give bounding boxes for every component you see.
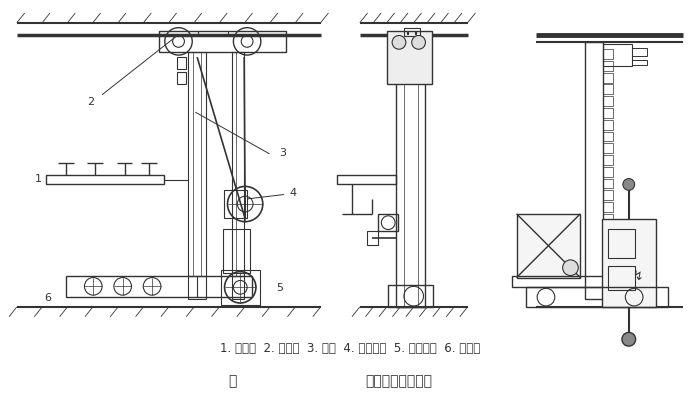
Bar <box>512 276 615 287</box>
Text: 4: 4 <box>289 188 296 198</box>
Bar <box>632 61 647 66</box>
Bar <box>526 287 668 307</box>
Bar <box>387 31 433 85</box>
Bar <box>220 270 260 305</box>
Bar <box>603 85 612 95</box>
Bar <box>517 214 580 278</box>
Bar <box>66 276 252 297</box>
Bar <box>602 219 656 307</box>
Bar <box>389 286 433 307</box>
Bar <box>603 226 612 236</box>
Bar <box>188 276 206 299</box>
Text: 5: 5 <box>276 282 284 293</box>
Bar <box>603 249 612 259</box>
Text: 1: 1 <box>35 173 42 183</box>
Text: 巷道堆垛机的结构: 巷道堆垛机的结构 <box>365 373 433 387</box>
Bar <box>603 214 612 224</box>
Bar <box>608 229 635 258</box>
Bar <box>603 203 612 212</box>
Bar <box>603 50 612 60</box>
Bar <box>176 73 186 84</box>
Bar <box>603 109 612 119</box>
Bar <box>159 31 286 53</box>
Text: 2: 2 <box>87 97 94 107</box>
Bar <box>337 175 396 185</box>
Bar <box>603 285 612 294</box>
Bar <box>603 144 612 154</box>
Bar <box>232 276 244 299</box>
Text: 6: 6 <box>45 292 52 302</box>
Bar <box>46 175 164 185</box>
Circle shape <box>392 36 406 50</box>
Bar <box>632 49 647 57</box>
Bar <box>603 238 612 247</box>
Circle shape <box>563 260 578 276</box>
Bar <box>603 97 612 107</box>
Bar <box>603 191 612 201</box>
Bar <box>603 45 632 67</box>
Text: 图: 图 <box>228 373 237 387</box>
Circle shape <box>622 332 636 346</box>
Bar <box>603 156 612 166</box>
Bar <box>603 261 612 271</box>
Bar <box>603 273 612 283</box>
Text: ↯: ↯ <box>632 269 643 282</box>
Bar <box>396 36 426 307</box>
Bar <box>603 62 612 71</box>
Circle shape <box>623 179 635 191</box>
Circle shape <box>412 36 426 50</box>
Bar <box>223 191 247 218</box>
Bar <box>603 74 612 83</box>
Bar <box>603 179 612 189</box>
Bar <box>603 121 612 130</box>
Bar <box>367 232 379 246</box>
Bar <box>223 229 250 273</box>
Bar <box>585 43 603 299</box>
Bar <box>379 214 398 232</box>
Bar <box>404 28 419 36</box>
Bar <box>232 53 244 276</box>
Bar <box>608 266 635 291</box>
Text: 1. 载货台  2. 上横梁  3. 立柱  4. 起升机构  5. 运行机构  6. 下横梁: 1. 载货台 2. 上横梁 3. 立柱 4. 起升机构 5. 运行机构 6. 下… <box>220 342 480 354</box>
Bar <box>176 58 186 70</box>
Bar <box>603 132 612 142</box>
Bar <box>188 53 206 276</box>
Bar <box>603 167 612 177</box>
Text: 3: 3 <box>279 148 286 158</box>
